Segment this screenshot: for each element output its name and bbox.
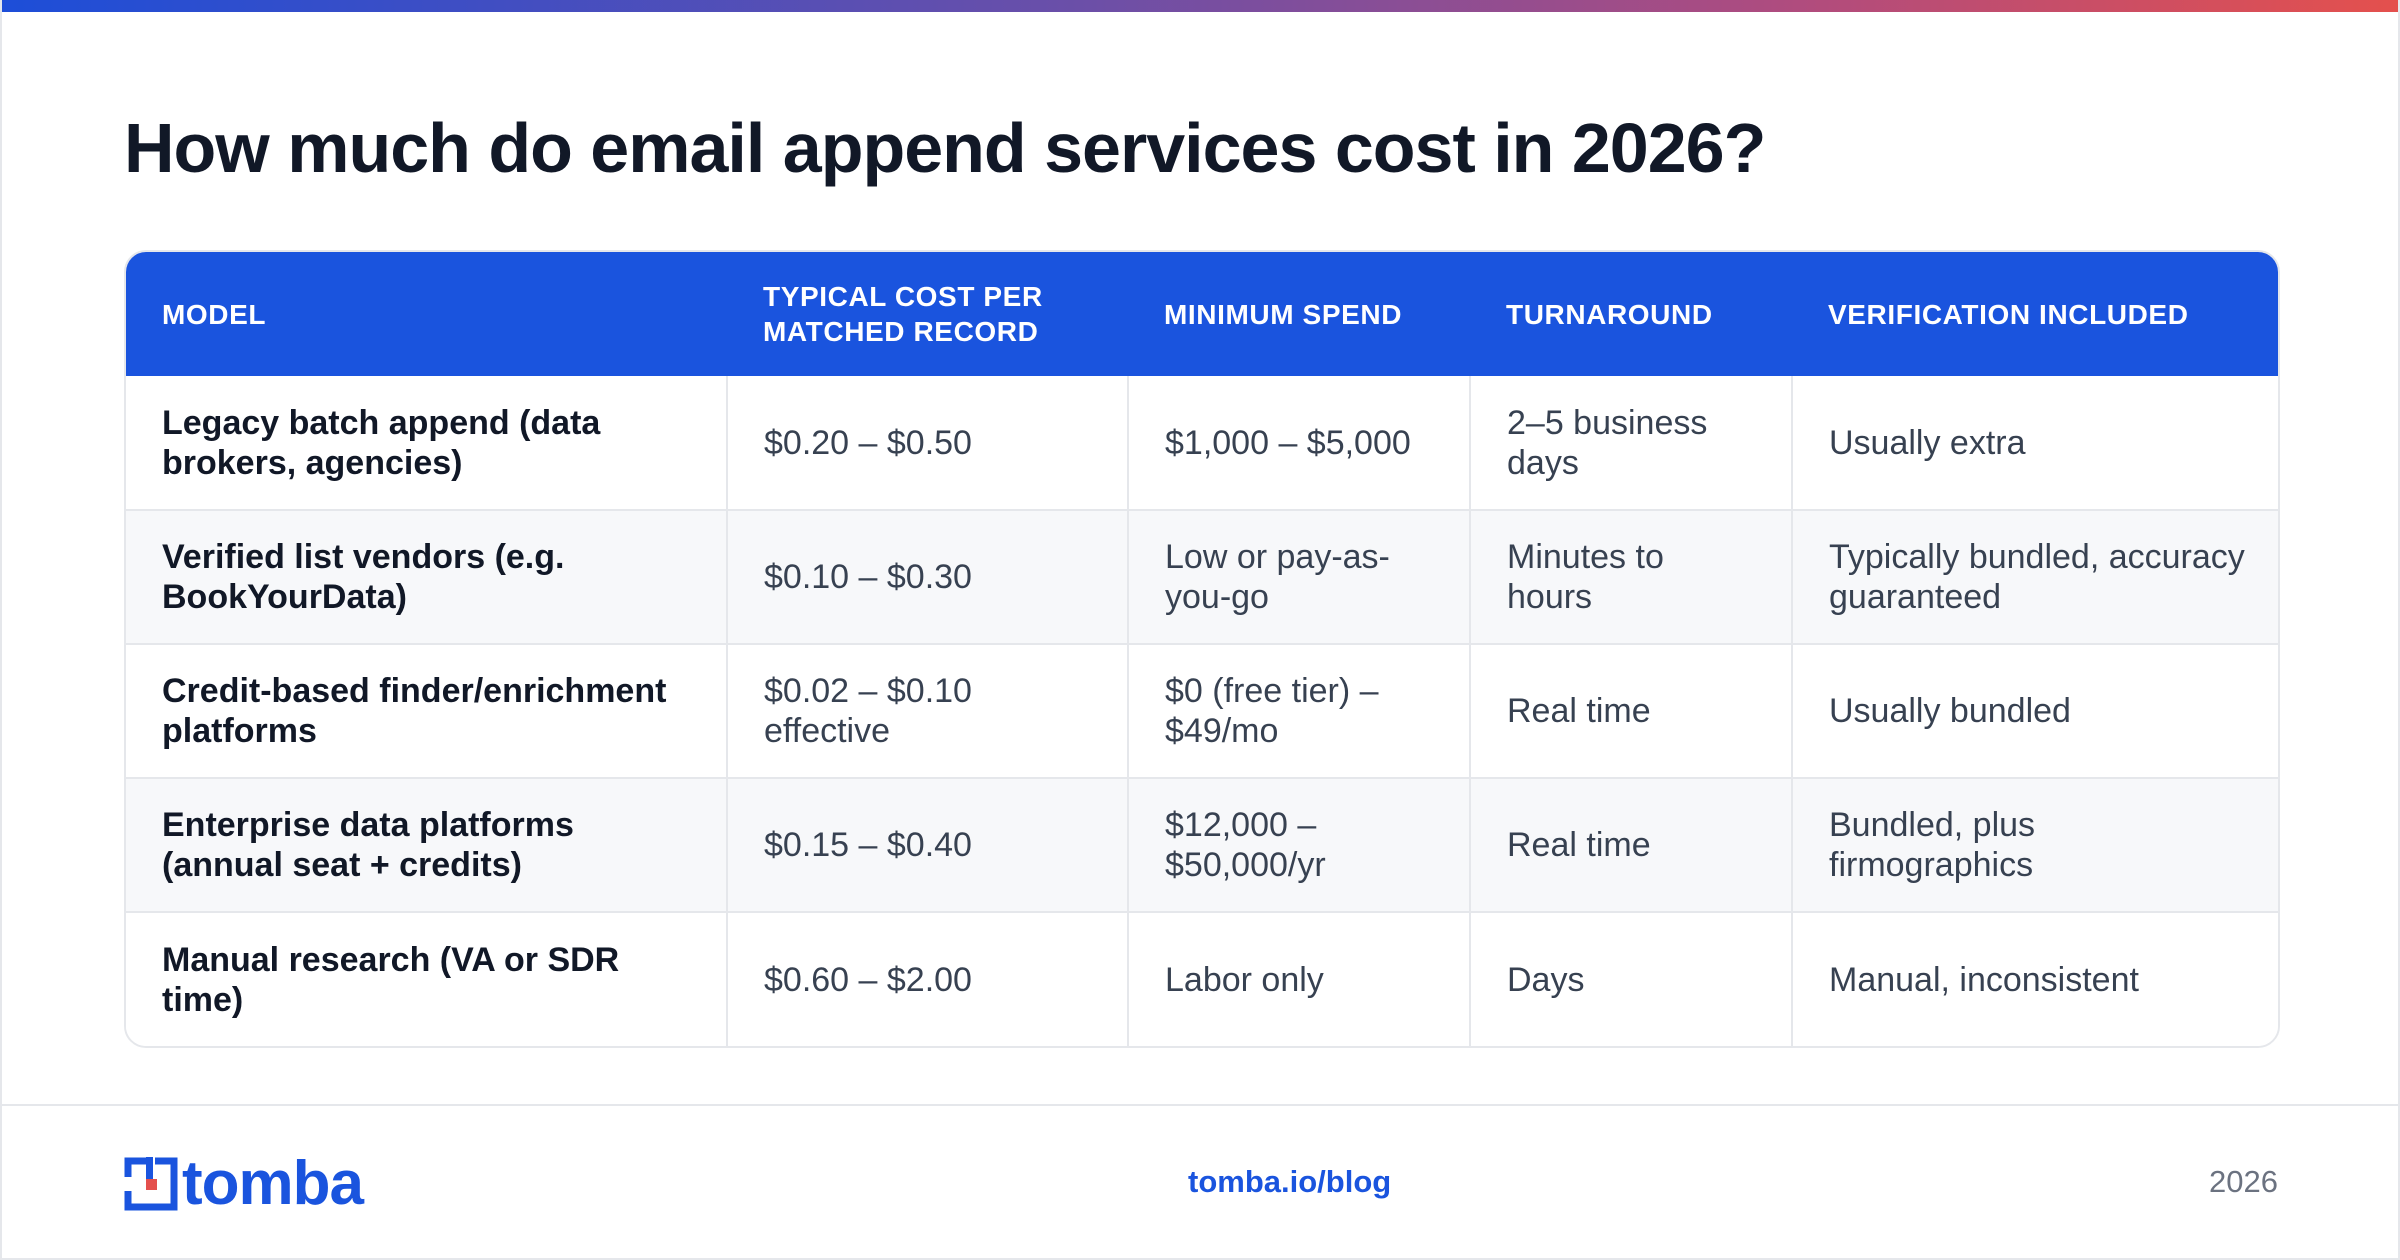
cell-turnaround: Minutes to hours (1469, 509, 1792, 644)
header-typical-cost: TYPICAL COST PER MATCHED RECORD (763, 281, 1043, 347)
tomba-logo: tomba (124, 1149, 364, 1218)
cell-typical-cost: $0.10 – $0.30 (726, 509, 1128, 644)
cell-typical-cost: $0.15 – $0.40 (726, 777, 1128, 912)
blog-link[interactable]: tomba.io/blog (1188, 1164, 1392, 1199)
cell-typical-cost: $0.02 – $0.10 effective (726, 643, 1128, 778)
tomba-logo-icon (124, 1157, 178, 1211)
header-verification: VERIFICATION INCLUDED (1828, 298, 2189, 330)
cell-model: Manual research (VA or SDR time) (126, 911, 727, 1046)
cell-minimum-spend: Labor only (1127, 911, 1470, 1046)
pricing-table-container: MODEL TYPICAL COST PER MATCHED RECORD MI… (124, 250, 2280, 1048)
table-row: Credit-based finder/enrichment platforms… (126, 643, 2278, 778)
cell-minimum-spend: Low or pay-as-you-go (1127, 509, 1470, 644)
cell-turnaround: Days (1469, 911, 1792, 1046)
header-turnaround: TURNAROUND (1506, 298, 1713, 330)
page-title: How much do email append services cost i… (124, 109, 1766, 187)
table-row: Manual research (VA or SDR time) $0.60 –… (126, 911, 2278, 1046)
footer-year: 2026 (2209, 1164, 2278, 1199)
cell-model: Legacy batch append (data brokers, agenc… (162, 403, 601, 482)
cell-minimum-spend: $1,000 – $5,000 (1127, 376, 1470, 510)
cell-model: Enterprise data platforms (annual seat +… (126, 777, 727, 912)
cell-minimum-spend: $12,000 – $50,000/yr (1127, 777, 1470, 912)
cell-verification: Bundled, plus firmographics (1791, 777, 2278, 912)
cell-typical-cost: $0.20 – $0.50 (726, 376, 1128, 510)
cell-typical-cost: $0.60 – $2.00 (726, 911, 1128, 1046)
cell-turnaround: Real time (1469, 643, 1792, 778)
header-minimum-spend: MINIMUM SPEND (1164, 298, 1403, 330)
logo-wordmark: tomba (182, 1149, 364, 1218)
cell-verification: Usually bundled (1791, 643, 2278, 778)
cell-verification: Typically bundled, accuracy guaranteed (1791, 509, 2278, 644)
footer-divider (2, 1104, 2398, 1106)
cell-model: Credit-based finder/enrichment platforms (126, 643, 727, 778)
cell-turnaround: Real time (1469, 777, 1792, 912)
cell-minimum-spend: $0 (free tier) – $49/mo (1127, 643, 1470, 778)
table-row: Enterprise data platforms (annual seat +… (126, 777, 2278, 912)
header-model: MODEL (162, 298, 267, 330)
cell-turnaround: 2–5 business days (1469, 376, 1792, 510)
table-header-row: MODEL TYPICAL COST PER MATCHED RECORD MI… (126, 252, 2278, 376)
cell-model: Verified list vendors (e.g. BookYourData… (126, 509, 727, 644)
cell-verification: Manual, inconsistent (1791, 911, 2278, 1046)
gradient-top-bar (2, 0, 2398, 12)
table-row: Legacy batch append (data brokers, agenc… (126, 376, 2278, 510)
table-row: Verified list vendors (e.g. BookYourData… (126, 509, 2278, 644)
cell-verification: Usually extra (1791, 376, 2278, 510)
pricing-table: MODEL TYPICAL COST PER MATCHED RECORD MI… (126, 252, 2278, 1046)
